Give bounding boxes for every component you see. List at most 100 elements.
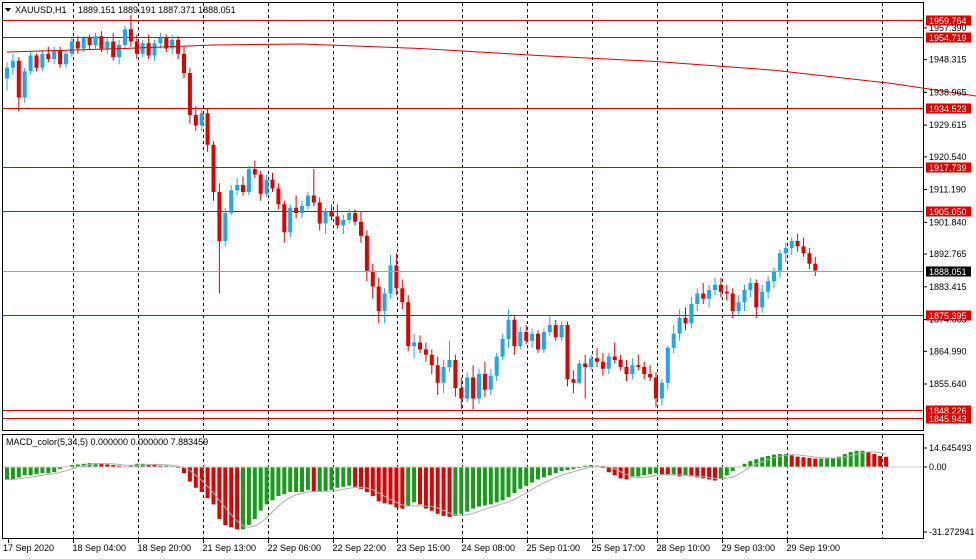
candle: [111, 32, 116, 61]
candle: [93, 32, 98, 49]
macd-bar: [364, 467, 369, 492]
candle-body: [229, 190, 234, 213]
candle-body: [536, 333, 540, 350]
macd-bar: [300, 467, 304, 492]
macd-bar: [624, 467, 629, 480]
candle: [205, 108, 210, 152]
candle: [223, 207, 228, 247]
macd-tick-label: 14.645493: [929, 443, 972, 453]
macd-bar: [636, 467, 641, 477]
candle: [347, 209, 352, 224]
candle-body: [695, 293, 700, 304]
macd-bar: [565, 467, 570, 471]
macd-bar: [618, 467, 623, 479]
candle-body: [518, 332, 523, 346]
candle-body: [258, 174, 263, 194]
candle-body: [199, 113, 204, 126]
candles: [5, 15, 818, 409]
candle-body: [52, 50, 57, 59]
horizontal-line-tag-label: 1917.739: [929, 163, 967, 173]
price-tick-label: 1892.765: [929, 249, 967, 259]
candle: [317, 197, 322, 231]
candle: [353, 209, 358, 226]
candle: [683, 307, 688, 331]
candle-body: [10, 60, 15, 68]
candle-body: [789, 241, 794, 248]
macd-bar: [46, 467, 51, 474]
macd-bar: [258, 467, 263, 511]
candle-body: [388, 265, 393, 294]
horizontal-line-tag: [926, 405, 971, 416]
candle-body: [182, 53, 186, 73]
horizontal-line-labels: 1959.764 1954.719 1934.523 1917.739 1905.050…: [926, 15, 971, 424]
candle-body: [28, 55, 33, 72]
candle: [801, 237, 806, 257]
macd-bar: [836, 456, 841, 467]
macd-bar: [282, 467, 287, 495]
candle-body: [612, 356, 617, 360]
macd-bar: [435, 467, 440, 514]
time-tick-label: 22 Sep 22:00: [333, 543, 387, 553]
candle: [300, 200, 304, 219]
candle: [376, 277, 381, 324]
candle: [394, 253, 399, 296]
candle: [459, 377, 464, 409]
price-tick-label: 1911.190: [929, 185, 966, 195]
horizontal-line-tag: [926, 162, 971, 173]
macd-bar: [530, 467, 535, 483]
candle-body: [471, 377, 476, 399]
time-tick-label: 21 Sep 13:00: [203, 543, 257, 553]
candle: [258, 171, 263, 201]
candle-body: [589, 358, 594, 367]
candle: [807, 248, 812, 269]
candle: [677, 309, 682, 341]
candle: [559, 321, 564, 341]
candle: [530, 328, 535, 348]
candle-body: [488, 375, 493, 390]
candle-body: [382, 293, 387, 311]
candle-body: [16, 60, 21, 98]
candle-body: [152, 43, 157, 56]
candle-body: [123, 29, 127, 45]
candle-body: [624, 367, 629, 374]
candle-body: [164, 38, 169, 49]
candle: [382, 288, 387, 324]
macd-bar: [93, 463, 98, 467]
candle: [123, 25, 127, 49]
macd-bar: [341, 467, 346, 487]
macd-bar: [199, 467, 204, 492]
candle-body: [541, 332, 546, 350]
candle-body: [252, 169, 257, 175]
macd-bar: [671, 467, 676, 476]
macd-bar: [606, 467, 611, 473]
candle: [276, 183, 281, 210]
candle: [400, 279, 405, 310]
candle-body: [547, 325, 552, 332]
candle: [164, 34, 169, 52]
candle: [595, 347, 599, 367]
horizontal-lines[interactable]: [3, 20, 923, 419]
candle-body: [323, 211, 328, 224]
horizontal-line-tag: [926, 15, 971, 26]
candle-body: [34, 55, 39, 68]
macd-bar: [813, 458, 818, 467]
candle: [589, 354, 594, 371]
macd-bar: [819, 458, 824, 467]
candle: [246, 165, 251, 196]
macd-bar: [388, 467, 393, 505]
candle-body: [270, 179, 275, 189]
candle-body: [648, 374, 653, 378]
price-grid: [73, 3, 883, 430]
candle: [671, 325, 676, 353]
macd-bar: [860, 450, 865, 467]
macd-bar: [683, 467, 688, 476]
candle: [406, 295, 411, 352]
chart-menu-triangle-icon[interactable]: [5, 8, 11, 12]
candle: [748, 277, 753, 297]
price-tick-label: 1948.315: [929, 55, 967, 65]
macd-bar: [482, 467, 487, 506]
candle-body: [276, 188, 281, 205]
candle: [730, 288, 735, 318]
candle-body: [713, 284, 717, 290]
